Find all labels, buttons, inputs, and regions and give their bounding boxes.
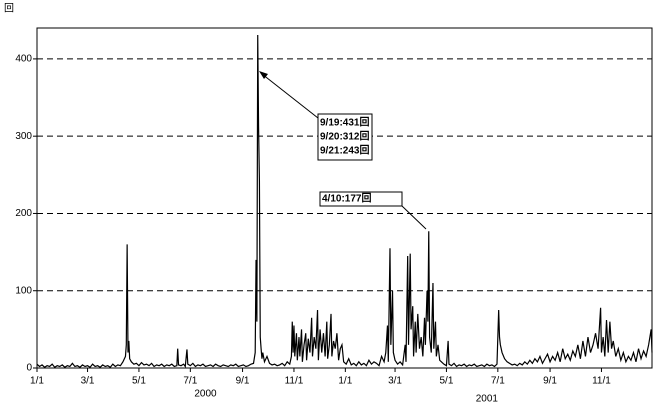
plot-frame [36,27,653,369]
year-label: 2001 [476,394,499,405]
annotation-box [317,113,373,161]
y-tick-label: 300 [15,131,32,142]
x-tick-label: 9/1 [543,376,557,387]
annotation-arrow [261,73,319,119]
x-tick-label: 3/1 [81,376,95,387]
annotation: 9/21:243回 [320,145,369,157]
x-tick-label: 7/1 [183,376,197,387]
year-label: 2000 [194,389,217,400]
y-tick-label: 0 [26,363,32,374]
x-tick-label: 5/1 [132,376,146,387]
annotation: 4/10:177回 [322,193,371,205]
annotation: 9/19:431回 [320,117,369,129]
x-tick-label: 3/1 [388,376,402,387]
x-tick-label: 9/1 [236,376,250,387]
x-tick-label: 7/1 [491,376,505,387]
y-unit: 回 [4,3,14,15]
arrow-head [259,71,268,79]
series-line [36,34,653,369]
annotation: 9/20:312回 [320,131,369,143]
y-tick-label: 200 [15,208,32,219]
x-tick-label: 5/1 [439,376,453,387]
y-tick-label: 400 [15,54,32,65]
annotation-arrow [401,205,427,230]
annotation-box [319,191,403,207]
y-tick-label: 100 [15,285,32,296]
x-tick-label: 11/1 [592,376,611,387]
x-tick-label: 1/1 [30,376,44,387]
x-tick-label: 1/1 [338,376,352,387]
x-tick-label: 11/1 [285,376,304,387]
